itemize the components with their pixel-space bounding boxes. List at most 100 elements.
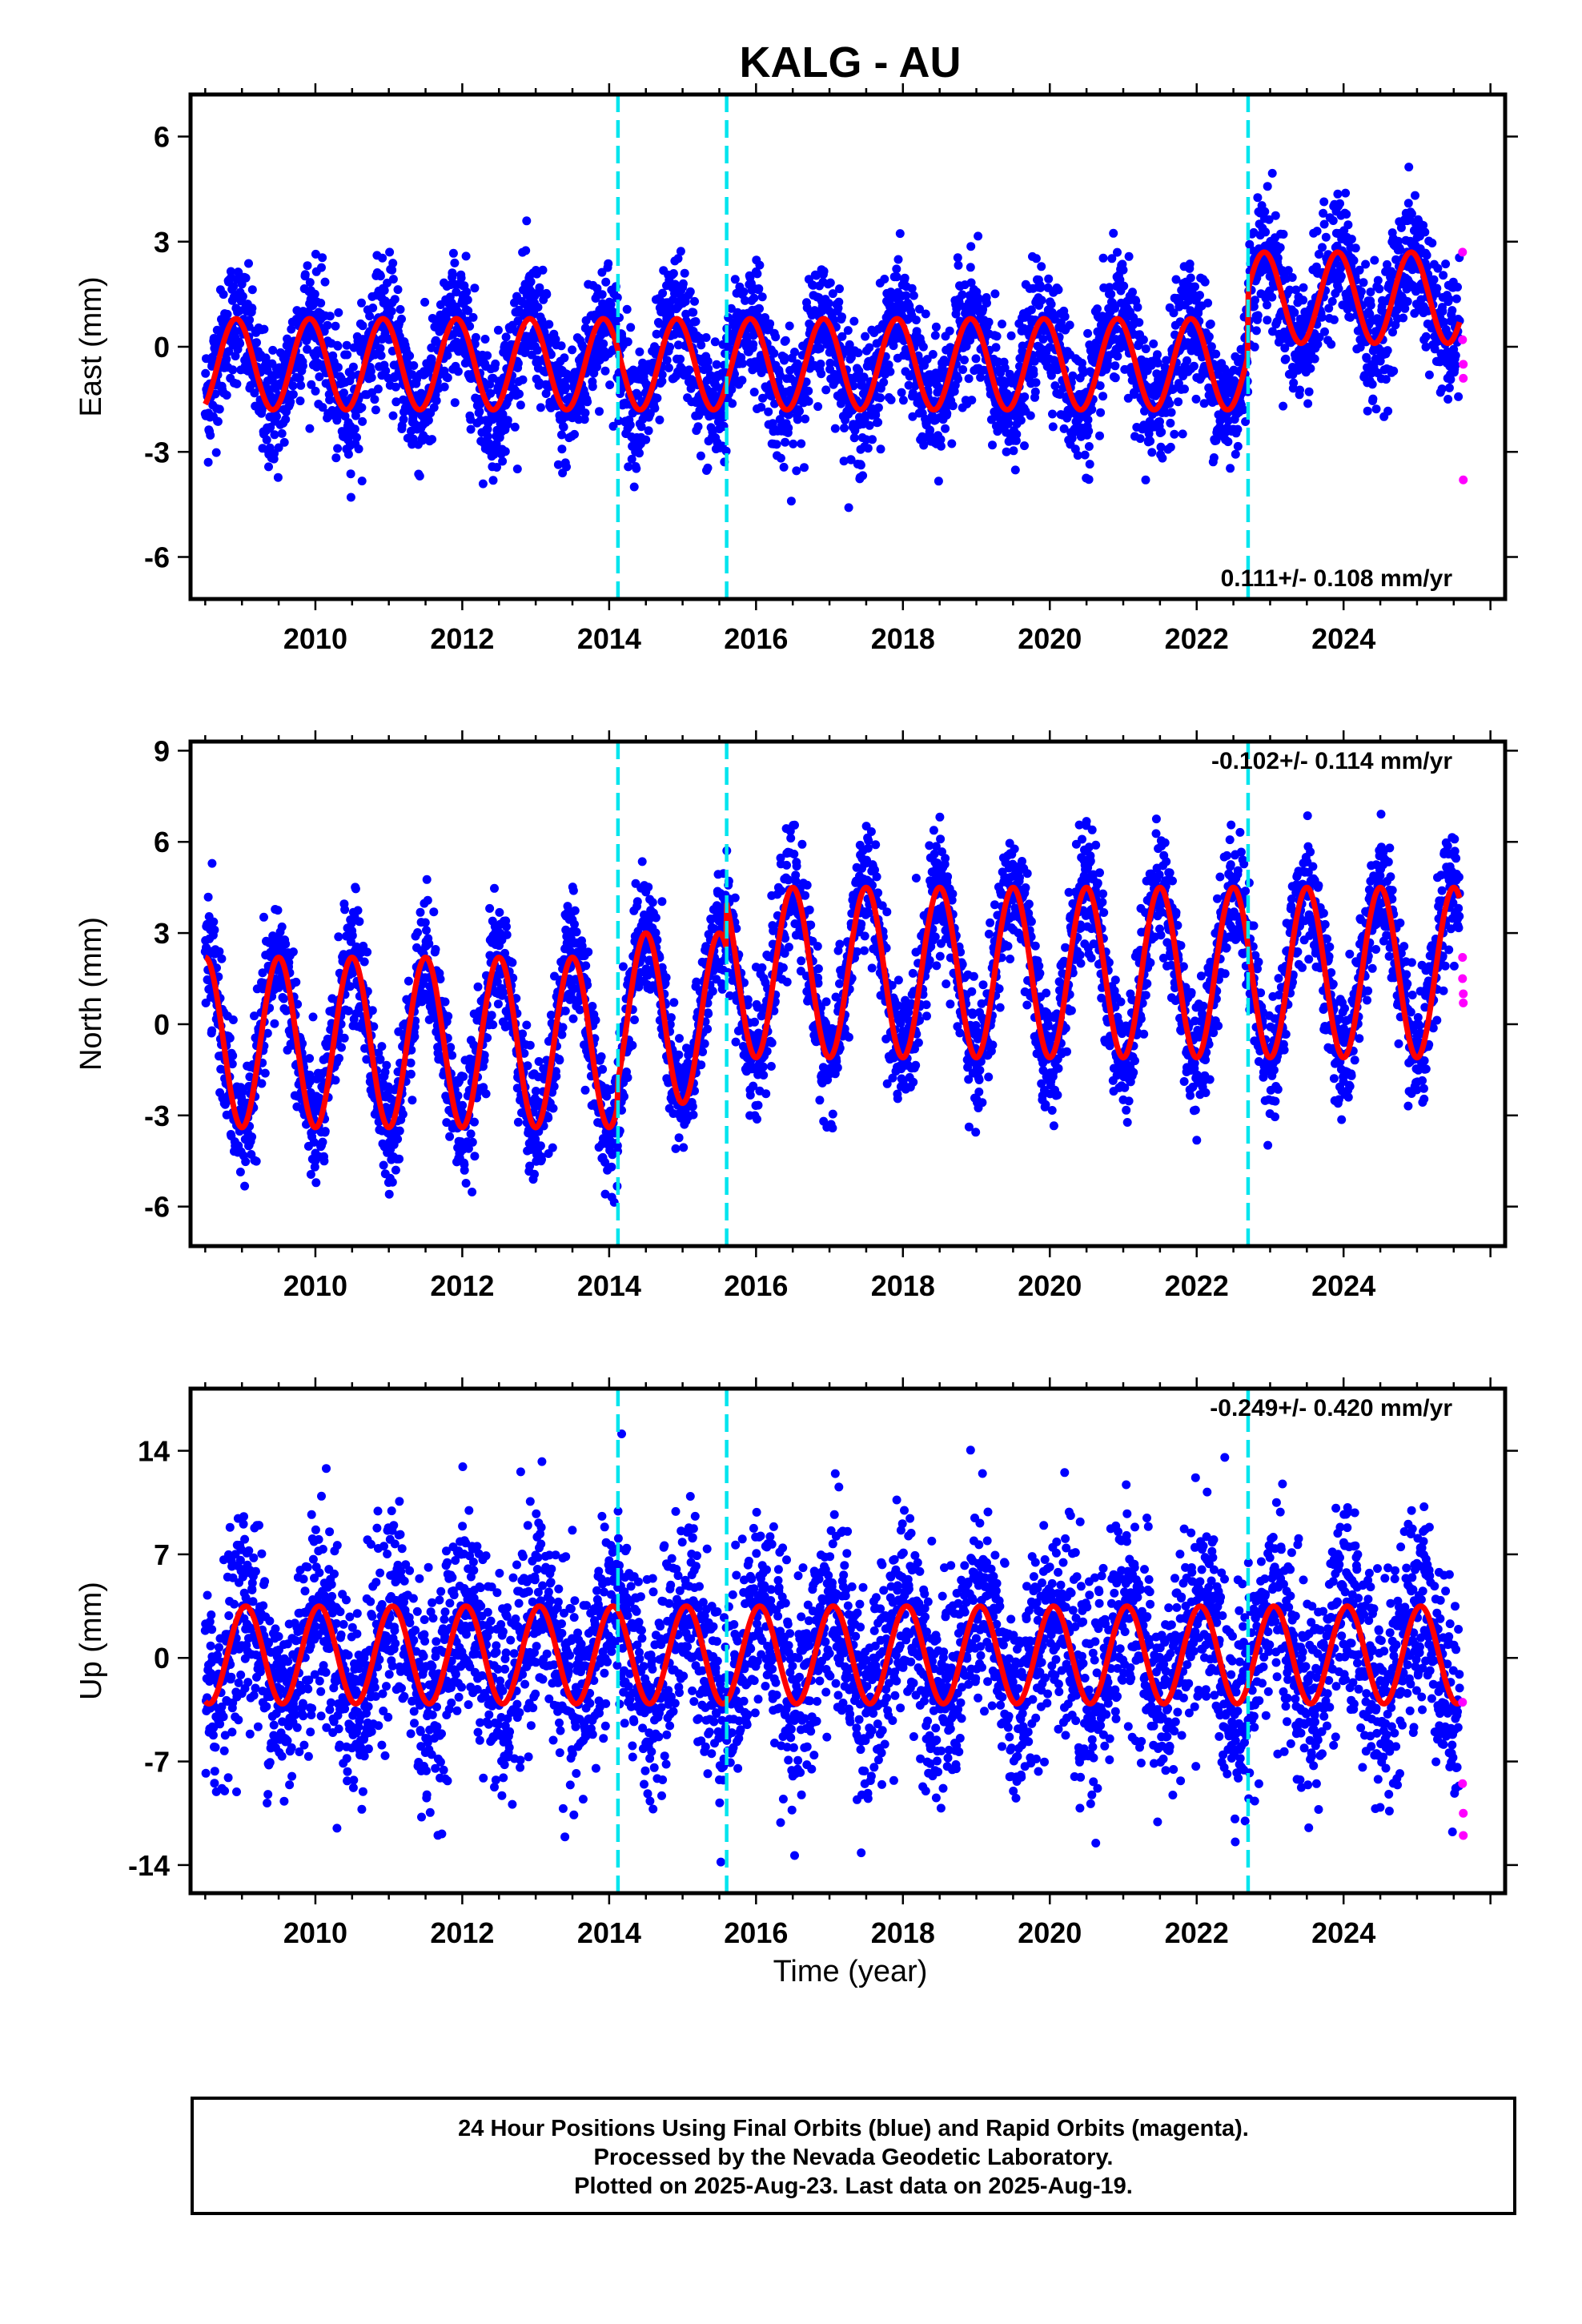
data-point [391,1165,400,1175]
data-point [1133,303,1142,312]
data-point [918,342,928,352]
data-point [281,939,291,949]
data-point [691,317,701,326]
data-point [1037,262,1046,271]
data-point [769,348,779,358]
data-point [225,1033,235,1043]
data-point [1068,371,1078,380]
data-point [678,279,688,288]
data-point [1085,460,1094,469]
data-point [1135,434,1145,444]
data-point [305,424,315,433]
data-point [635,448,644,458]
data-point [486,388,496,398]
data-point [757,292,767,302]
data-point [1195,291,1204,300]
data-point [1174,397,1183,407]
data-point [1207,342,1216,352]
data-point [1166,442,1175,452]
data-point [1444,383,1454,392]
data-point [1373,275,1383,285]
data-point [307,380,316,389]
data-point [1304,387,1314,396]
data-point [343,350,352,360]
y-axis-title: East (mm) [74,276,108,416]
data-point [466,415,476,424]
data-point [1048,422,1058,432]
data-point [273,906,283,915]
data-point [1203,298,1213,308]
data-point [510,422,520,432]
data-point [274,443,283,452]
data-point [749,293,759,303]
data-point [247,304,257,313]
data-point [498,456,508,466]
data-point [772,440,781,449]
data-point [334,932,343,942]
data-point [789,439,798,448]
data-point [1333,189,1343,199]
data-point [901,291,911,300]
data-point [779,462,789,472]
data-point [443,373,452,383]
data-point [385,247,395,257]
data-point [824,299,833,308]
data-point [629,482,639,492]
data-point [821,385,831,395]
data-point [252,338,261,348]
data-point [339,388,348,398]
data-point [655,415,665,424]
data-point [562,462,571,472]
data-point [1306,364,1315,373]
data-point [1010,465,1020,475]
data-point [1403,199,1413,208]
data-point [1295,385,1304,395]
data-point [1149,339,1158,348]
data-point [351,411,360,420]
data-point [1404,163,1414,172]
data-point [1451,351,1460,360]
data-point [1050,381,1060,391]
data-point [1138,335,1148,344]
data-point [354,444,363,454]
data-point [635,347,644,356]
data-point [277,428,287,438]
data-point [1341,188,1351,198]
data-point [712,360,721,369]
data-point [764,407,773,416]
data-point [954,374,963,384]
data-point [1439,271,1448,280]
data-point [1343,220,1353,230]
data-point [1267,168,1277,178]
data-point [1420,227,1430,237]
data-point [1429,275,1439,284]
data-point [685,287,695,296]
data-point [781,336,790,345]
data-point [452,337,461,347]
data-point [452,287,461,297]
x-tick-label: 2020 [1018,622,1082,655]
data-point [484,439,494,448]
data-point [876,393,885,403]
data-point [1289,378,1299,388]
data-point [379,286,389,296]
data-point [370,395,379,404]
data-point [1155,417,1164,426]
data-point [652,393,662,403]
data-point [1263,182,1272,191]
data-point [830,424,840,433]
data-point [588,382,597,392]
data-point [320,1127,330,1136]
data-point [310,289,319,299]
plot-area [200,742,1468,1246]
data-point [1443,395,1453,404]
data-point [1233,424,1243,434]
data-point [203,892,213,902]
data-point [450,398,460,408]
data-point [945,326,954,336]
data-point [217,954,227,963]
data-point [318,403,327,412]
data-point [819,267,829,276]
data-point [749,388,759,397]
data-point [231,352,240,361]
